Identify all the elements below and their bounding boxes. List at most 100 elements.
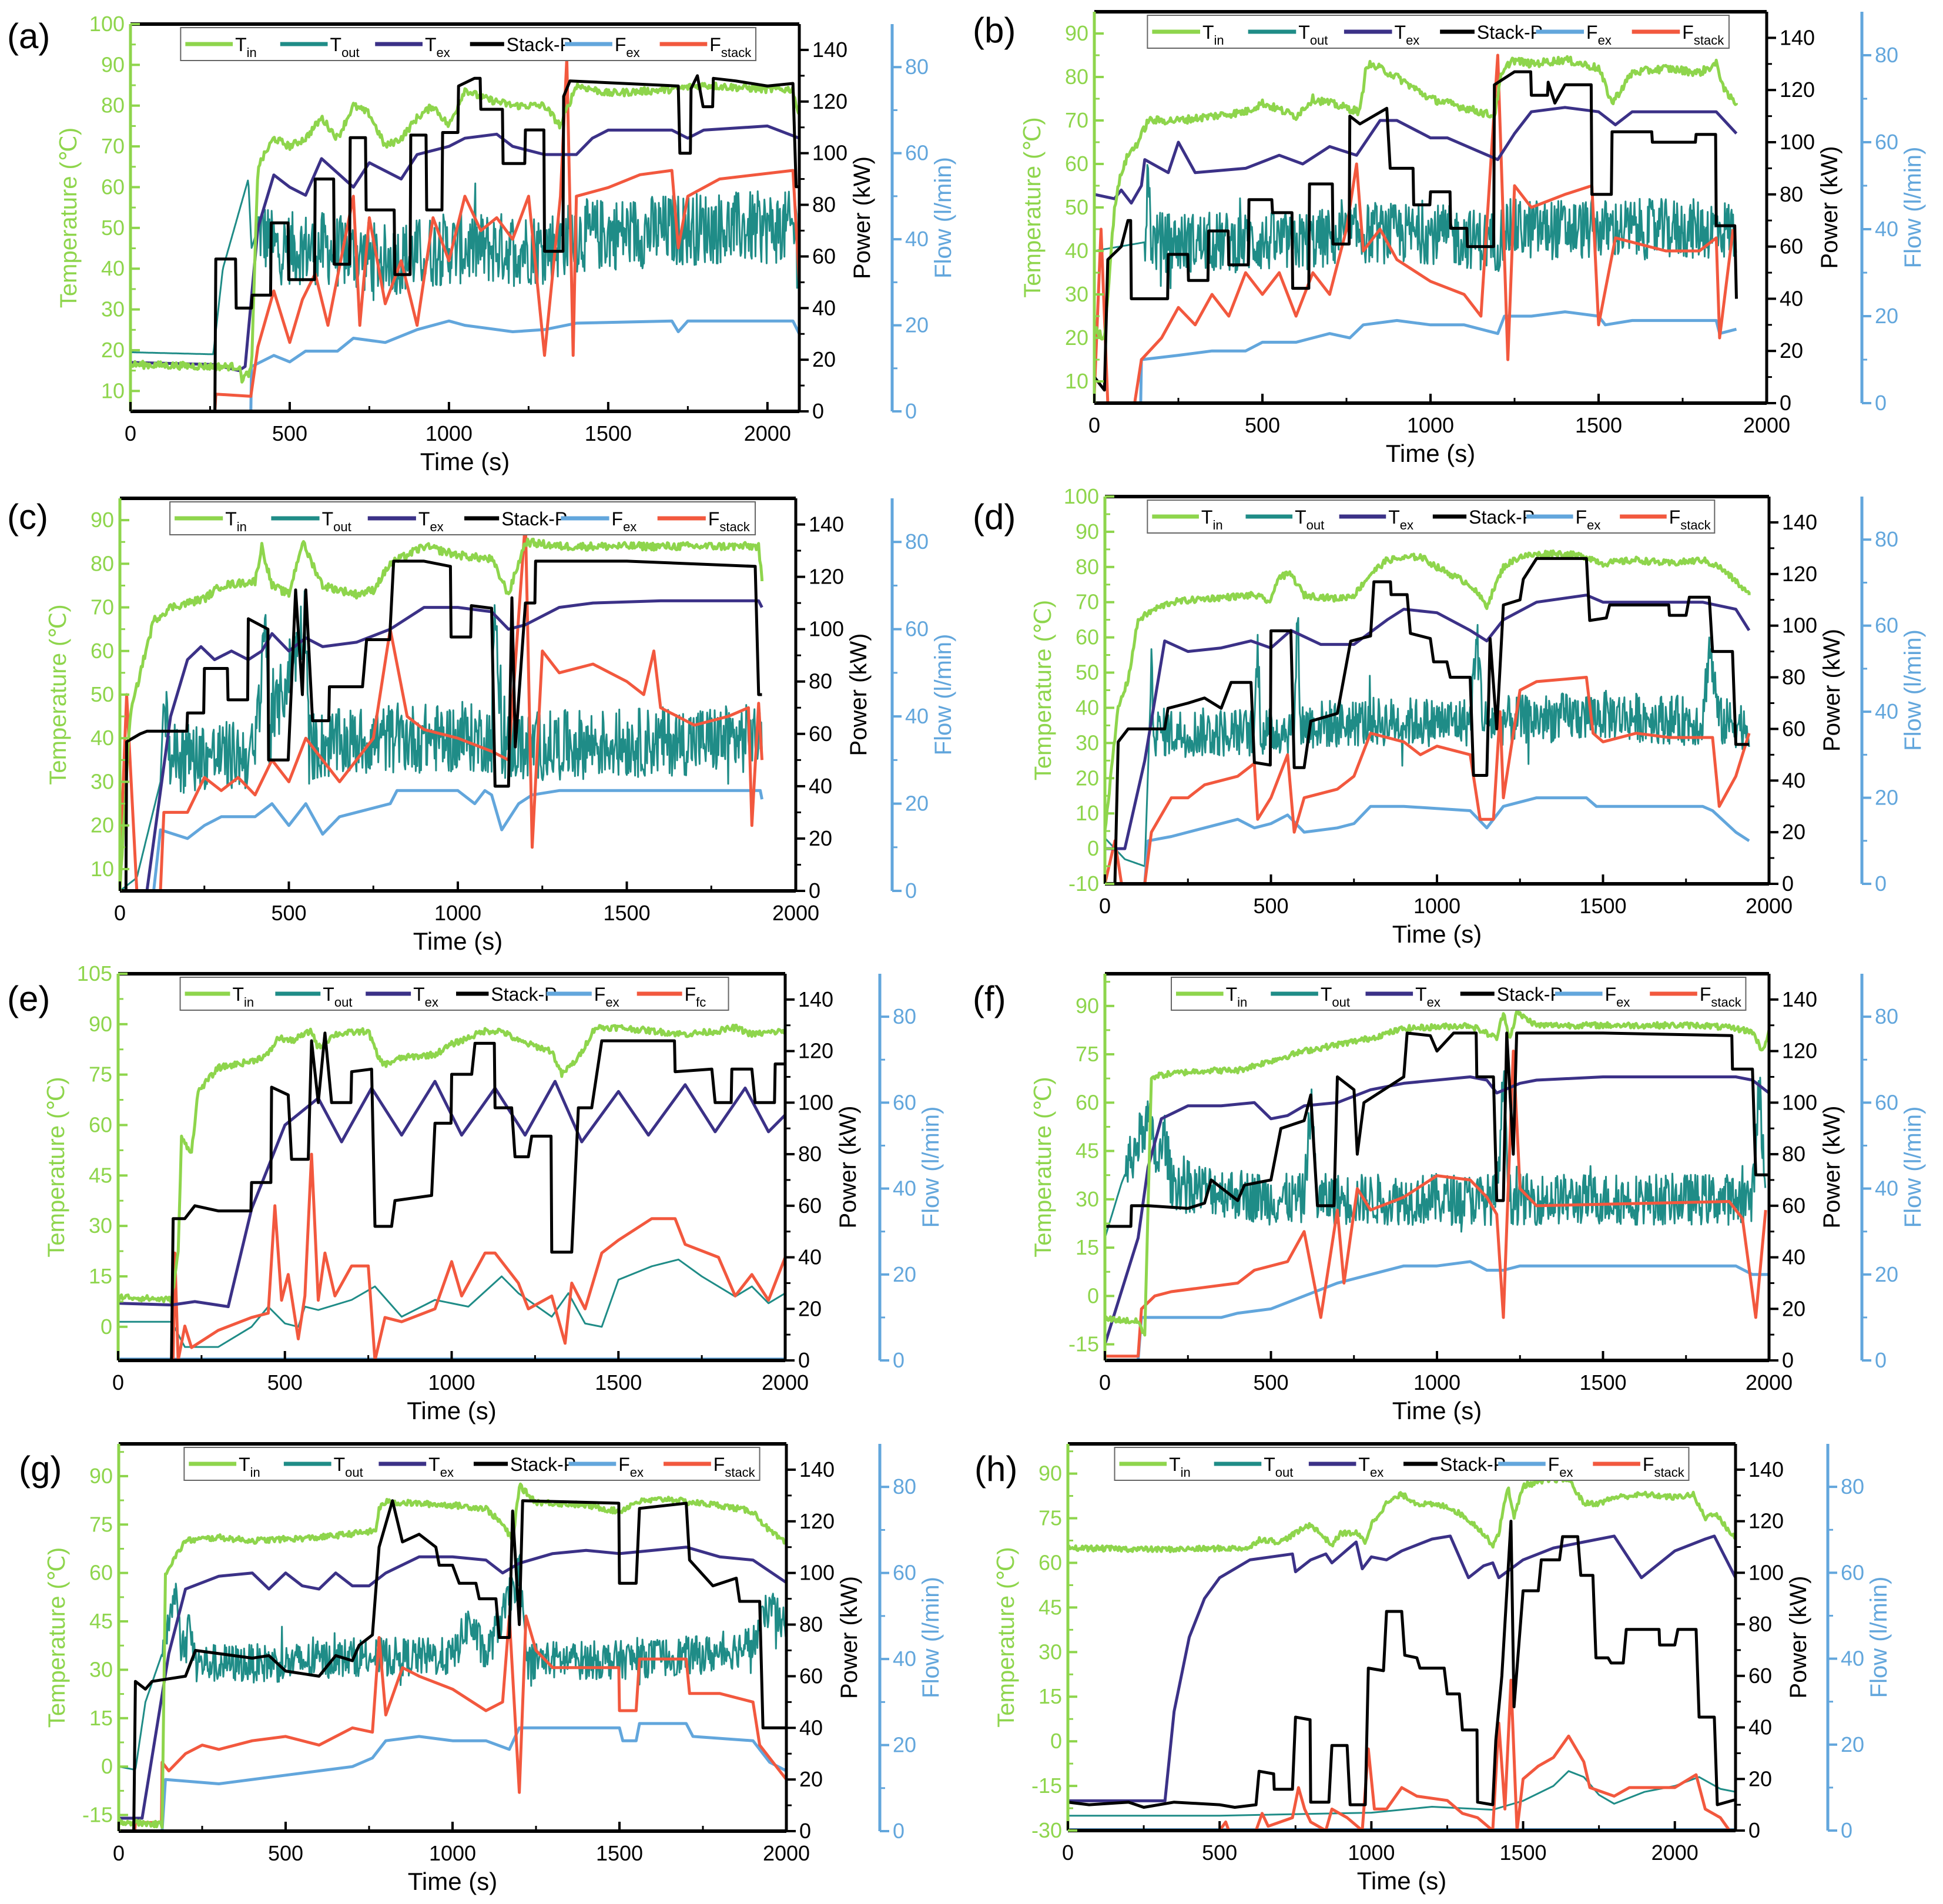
legend-label-main: T xyxy=(1169,1454,1181,1475)
temperature-tick-label: 30 xyxy=(1038,1640,1062,1664)
flow-tick-label: 40 xyxy=(1875,699,1898,723)
power-axis-title: Power (kW) xyxy=(1819,629,1845,752)
temperature-tick-label: 90 xyxy=(1076,994,1099,1018)
temperature-tick-label: 50 xyxy=(1076,661,1099,685)
legend-label-subscript: out xyxy=(334,995,353,1010)
flow-tick-label: 80 xyxy=(905,529,929,554)
legend-item-t-in: Tin xyxy=(1119,1454,1191,1480)
series-line-stack-p xyxy=(119,1499,786,1831)
x-tick-label: 2000 xyxy=(1651,1841,1699,1865)
temperature-tick-label: 90 xyxy=(91,508,114,532)
series-line-f-stack xyxy=(120,518,763,891)
legend-item-t-in: Tin xyxy=(185,34,257,60)
legend-item-t-ex: Tex xyxy=(1365,984,1441,1010)
flow-tick-label: 60 xyxy=(905,141,929,165)
flow-tick-label: 80 xyxy=(1875,1004,1898,1028)
legend-label-main: T xyxy=(1358,1454,1370,1475)
legend-label-subscript: ex xyxy=(1406,33,1419,48)
legend-label-subscript: ex xyxy=(437,45,450,60)
legend-label-subscript: stack xyxy=(721,45,752,60)
panel-label: (b) xyxy=(973,11,1016,50)
legend-label: Stack-P xyxy=(507,34,572,55)
legend-label: Tin xyxy=(239,1454,260,1480)
temperature-tick-label: -10 xyxy=(1068,871,1099,896)
legend-box xyxy=(1147,500,1716,534)
legend-label-subscript: in xyxy=(237,519,247,534)
legend-label-main: T xyxy=(1298,22,1310,43)
temperature-tick-label: 10 xyxy=(101,378,125,403)
temperature-tick-label: 75 xyxy=(1076,1042,1099,1066)
legend-label-main: T xyxy=(1201,507,1213,528)
flow-tick-label: 40 xyxy=(893,1176,916,1201)
legend-item-stack-p: Stack-P xyxy=(1403,1454,1506,1475)
legend: Tin Tout Tex Stack-P Fex Fstack xyxy=(183,1447,761,1481)
legend-item-stack-p: Stack-P xyxy=(470,34,572,55)
temperature-tick-label: 0 xyxy=(1087,836,1099,860)
x-tick-label: 1000 xyxy=(429,1841,476,1865)
flow-tick-label: 80 xyxy=(1875,527,1898,551)
legend-label-subscript: ex xyxy=(1370,1465,1383,1480)
legend-label-subscript: ex xyxy=(430,519,443,534)
flow-tick-label: 40 xyxy=(1875,1176,1898,1201)
power-tick-label: 40 xyxy=(809,774,832,798)
flow-tick-label: 80 xyxy=(893,1004,916,1028)
legend-label-subscript: stack xyxy=(1654,1465,1684,1480)
series-line-f-ex xyxy=(130,319,799,411)
temperature-axis-title: Temperature (℃) xyxy=(45,604,71,785)
legend-label: Stack-P xyxy=(1440,1454,1506,1475)
flow-axis-title: Flow (l/min) xyxy=(930,634,956,756)
legend-label-subscript: ex xyxy=(623,519,636,534)
temperature-axis-title: Temperature (℃) xyxy=(1030,600,1056,780)
x-tick-label: 2000 xyxy=(1743,413,1790,437)
power-tick-label: 0 xyxy=(809,879,820,903)
x-tick-label: 1000 xyxy=(434,901,481,925)
power-tick-label: 80 xyxy=(798,1142,822,1166)
power-axis-title: Power (kW) xyxy=(835,1106,861,1229)
legend: Tin Tout Tex Stack-P Fex Fstack xyxy=(169,501,756,535)
legend: Tin Tout Tex Stack-P Fex Fstack xyxy=(1114,1447,1690,1481)
power-tick-label: 100 xyxy=(798,1090,833,1114)
legend-label-main: Stack-P xyxy=(501,508,567,529)
legend-label: Tex xyxy=(418,508,444,534)
legend-label-subscript: in xyxy=(250,1465,260,1480)
power-tick-label: 80 xyxy=(1782,1142,1805,1166)
power-tick-label: 100 xyxy=(812,141,847,165)
power-tick-label: 60 xyxy=(1782,1194,1805,1218)
temperature-tick-label: 0 xyxy=(1087,1283,1099,1308)
power-tick-label: 100 xyxy=(1780,130,1815,154)
power-tick-label: 140 xyxy=(1782,987,1817,1011)
series-line-stack-p xyxy=(118,1031,785,1360)
legend-label-subscript: stack xyxy=(1680,518,1711,532)
legend-item-f-ex: Fex xyxy=(565,34,640,60)
temperature-tick-label: 30 xyxy=(1065,282,1088,306)
legend-label: Fex xyxy=(612,508,637,534)
legend-item-t-in: Tin xyxy=(1152,507,1223,532)
legend-label-main: T xyxy=(1295,507,1306,528)
legend-label-subscript: out xyxy=(1332,995,1350,1010)
temperature-tick-label: 40 xyxy=(91,726,114,750)
legend-item-t-ex: Tex xyxy=(366,984,438,1010)
legend-label-main: F xyxy=(594,984,606,1005)
temperature-tick-label: 15 xyxy=(89,1264,112,1288)
x-tick-label: 2000 xyxy=(1746,894,1793,918)
power-tick-label: 140 xyxy=(1748,1457,1784,1481)
legend-label-main: Stack-P xyxy=(491,984,557,1005)
temperature-tick-label: 60 xyxy=(1076,1090,1099,1114)
series-line-stack-p xyxy=(120,559,762,891)
series-line-stack-p xyxy=(130,74,799,411)
temperature-tick-label: 70 xyxy=(91,595,114,619)
power-tick-label: 120 xyxy=(1782,562,1817,586)
flow-tick-label: 20 xyxy=(905,313,929,337)
x-tick-label: 500 xyxy=(268,1841,303,1865)
series-line-t-in xyxy=(1094,55,1738,341)
legend-label: Tin xyxy=(1226,984,1248,1010)
legend-label-subscript: in xyxy=(1181,1465,1191,1480)
legend-label-subscript: out xyxy=(345,1465,363,1480)
x-tick-label: 500 xyxy=(271,901,306,925)
flow-tick-label: 0 xyxy=(1875,871,1887,896)
legend-label-main: F xyxy=(612,508,624,529)
legend-label: Tin xyxy=(235,34,257,60)
legend-label-main: T xyxy=(418,508,430,529)
power-tick-label: 100 xyxy=(1782,614,1817,638)
flow-tick-label: 40 xyxy=(1841,1647,1864,1671)
